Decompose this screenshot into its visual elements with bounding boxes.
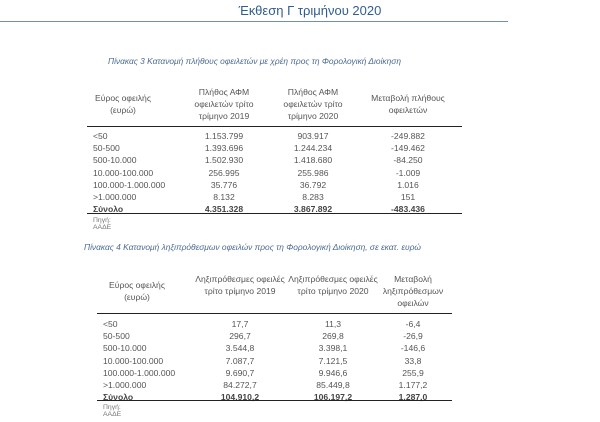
header-line (97, 313, 452, 314)
cell-value: 1.287,0 (398, 392, 428, 403)
column-header: Εύρος οφειλής (ευρώ) (95, 93, 151, 115)
table4-caption: Πίνακας 4 Κατανομή ληξιπρόθεσμων οφειλών… (84, 242, 421, 252)
cell-value: 9.946,6 (318, 367, 348, 378)
cell-range: 50-500 (103, 331, 130, 342)
cell-value: 1.177,2 (398, 380, 428, 390)
cell-value: -249.882 (391, 131, 425, 141)
cell-range: Σύνολο (103, 392, 134, 403)
cell-value: 8.132 (213, 192, 235, 202)
cell-value: 17,7 (231, 319, 249, 329)
cell-value: 903.917 (297, 131, 329, 141)
cell-value: 7.121,5 (318, 355, 348, 366)
cell-range: 500-10.000 (93, 155, 137, 166)
cell-value: 85.449,8 (316, 380, 350, 390)
column-header: Ληξιπρόθεσμες οφειλές τρίτο τρίμηνο 2019 (195, 274, 285, 296)
cell-value: -146,6 (400, 343, 426, 354)
cell-value: 84.272,7 (223, 380, 257, 390)
column-header: Πλήθος ΑΦΜ οφειλετών τρίτο τρίμηνο 2020 (283, 87, 343, 121)
cell-value: 255.986 (297, 167, 329, 178)
table-row: 10.000-100.000 256.995 255.986 -1.009 (0, 167, 600, 179)
table-row: 100.000-1.000.000 9.690,7 9.946,6 255,9 (0, 367, 600, 379)
cell-value: 104.910,2 (220, 392, 260, 403)
cell-value: 8.283 (302, 192, 324, 202)
table-row: 100.000-1.000.000 35.776 36.792 1.016 (0, 179, 600, 191)
cell-value: 3.398,1 (318, 343, 348, 354)
cell-value: 4.351.328 (204, 204, 244, 215)
cell-value: 269,8 (322, 331, 344, 342)
cell-value: 36.792 (299, 179, 327, 190)
source-note: Πηγή: ΑΑΔΕ (103, 404, 122, 418)
cell-value: -1.009 (395, 167, 421, 178)
header-line (87, 126, 462, 127)
cell-value: -84.250 (393, 155, 423, 166)
page-title: Έκθεση Γ τριμήνου 2020 (238, 3, 382, 18)
column-header: Ληξιπρόθεσμες οφειλές τρίτο τρίμηνο 2020 (288, 274, 378, 296)
bottom-line (87, 213, 462, 214)
table-row: 50-500 1.393.696 1.244.234 -149.462 (0, 142, 600, 154)
cell-range: >1.000.000 (93, 192, 137, 202)
cell-range: 10.000-100.000 (103, 355, 164, 366)
column-header: Εύρος οφειλής (ευρώ) (109, 280, 165, 302)
cell-value: 256.995 (208, 167, 240, 178)
cell-range: >1.000.000 (103, 380, 147, 390)
table-row: <50 1.153.799 903.917 -249.882 (0, 130, 600, 142)
cell-value: 1.393.696 (204, 143, 244, 154)
header-rule (0, 21, 508, 22)
cell-value: 7.087,7 (225, 355, 255, 366)
cell-range: <50 (103, 319, 118, 329)
table-row: Σύνολο 104.910,2 106.197,2 1.287,0 (0, 391, 600, 403)
table-row: >1.000.000 84.272,7 85.449,8 1.177,2 (0, 379, 600, 391)
table-row: 500-10.000 1.502.930 1.418.680 -84.250 (0, 154, 600, 166)
cell-value: 11,3 (324, 319, 342, 329)
source-note: Πηγή: ΑΑΔΕ (93, 217, 112, 231)
cell-value: 151 (400, 192, 416, 202)
table-row: 50-500 296,7 269,8 -26,9 (0, 330, 600, 342)
column-header: Μεταβολή ληξιπρόθεσμων οφειλών (382, 274, 444, 308)
table-row: <50 17,7 11,3 -6,4 (0, 318, 600, 330)
cell-value: 296,7 (229, 331, 251, 342)
cell-value: 1.418.680 (293, 155, 333, 166)
cell-value: 1.502.930 (204, 155, 244, 166)
cell-range: 50-500 (93, 143, 120, 154)
cell-range: 100.000-1.000.000 (93, 179, 166, 190)
cell-value: 1.016 (397, 179, 419, 190)
table-row: >1.000.000 8.132 8.283 151 (0, 191, 600, 203)
bottom-line (97, 400, 452, 401)
cell-value: 35.776 (210, 179, 238, 190)
cell-range: 100.000-1.000.000 (103, 367, 176, 378)
cell-range: Σύνολο (93, 204, 124, 215)
table-row: Σύνολο 4.351.328 3.867.892 -483.436 (0, 203, 600, 215)
cell-value: 255,9 (402, 367, 424, 378)
table3-caption: Πίνακας 3 Κατανομή πλήθους οφειλετών με … (108, 56, 401, 66)
cell-value: 3.867.892 (293, 204, 333, 215)
cell-value: -149.462 (391, 143, 425, 154)
cell-value: -483.436 (391, 204, 425, 215)
cell-range: <50 (93, 131, 108, 141)
cell-value: 3.544,8 (225, 343, 255, 354)
cell-value: 33,8 (404, 355, 422, 366)
table-row: 10.000-100.000 7.087,7 7.121,5 33,8 (0, 355, 600, 367)
table-row: 500-10.000 3.544,8 3.398,1 -146,6 (0, 342, 600, 354)
cell-value: 1.153.799 (204, 131, 244, 141)
column-header: Μεταβολή πλήθους οφειλετών (371, 93, 445, 115)
cell-value: 106.197,2 (313, 392, 353, 403)
cell-range: 500-10.000 (103, 343, 147, 354)
cell-value: -6,4 (405, 319, 421, 329)
cell-value: 1.244.234 (293, 143, 333, 154)
cell-range: 10.000-100.000 (93, 167, 154, 178)
column-header: Πλήθος ΑΦΜ οφειλετών τρίτο τρίμηνο 2019 (194, 87, 254, 121)
cell-value: -26,9 (403, 331, 423, 342)
cell-value: 9.690,7 (225, 367, 255, 378)
